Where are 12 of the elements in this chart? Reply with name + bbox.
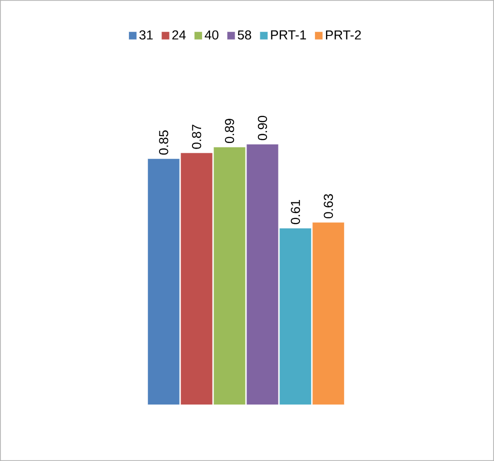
legend-label: 31 [139,30,153,40]
data-label: 0.89 [224,118,234,144]
legend-label: PRT-1 [271,30,306,40]
data-label: 0.61 [290,200,300,224]
legend-label: PRT-2 [326,30,361,40]
data-label: 0.63 [324,194,333,218]
data-label: 0.90 [258,116,268,140]
legend-label: 58 [238,30,252,40]
legend-label: 40 [204,30,218,40]
legend-label: 24 [172,30,186,40]
data-label: 0.85 [159,130,168,155]
data-label: 0.87 [192,124,202,149]
